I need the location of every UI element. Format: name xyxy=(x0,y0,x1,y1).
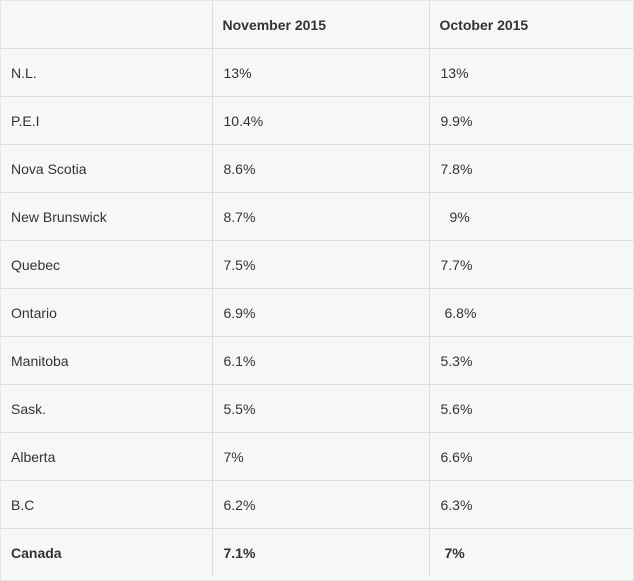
region-cell: Quebec xyxy=(1,240,213,289)
table-row: Sask. 5.5% 5.6% xyxy=(1,384,634,433)
region-cell: N.L. xyxy=(1,48,213,97)
october-value-cell: 6.6% xyxy=(429,432,634,481)
region-cell: Ontario xyxy=(1,288,213,337)
region-cell: B.C xyxy=(1,480,213,529)
october-value-cell: 6.3% xyxy=(429,480,634,529)
header-october-2015: October 2015 xyxy=(429,1,634,49)
table-row: New Brunswick 8.7% 9% xyxy=(1,192,634,241)
october-value-cell: 7.8% xyxy=(429,144,634,193)
november-value-cell: 6.2% xyxy=(212,480,430,529)
total-row: Canada 7.1% 7% xyxy=(1,528,634,576)
region-cell: P.E.I xyxy=(1,96,213,145)
region-cell: New Brunswick xyxy=(1,192,213,241)
header-november-2015: November 2015 xyxy=(212,1,430,49)
table-row: Nova Scotia 8.6% 7.8% xyxy=(1,144,634,193)
october-value-cell: 5.3% xyxy=(429,336,634,385)
table-row: Ontario 6.9% 6.8% xyxy=(1,288,634,337)
table-row: N.L. 13% 13% xyxy=(1,48,634,97)
table-row: P.E.I 10.4% 9.9% xyxy=(1,96,634,145)
table-row: B.C 6.2% 6.3% xyxy=(1,480,634,529)
november-value-cell: 10.4% xyxy=(212,96,430,145)
november-value-cell: 6.9% xyxy=(212,288,430,337)
total-october-value-cell: 7% xyxy=(444,544,465,561)
region-cell: Sask. xyxy=(1,384,213,433)
total-region-cell: Canada xyxy=(1,528,213,576)
region-cell: Alberta xyxy=(1,432,213,481)
november-value-cell: 7.5% xyxy=(212,240,430,289)
table-row: Manitoba 6.1% 5.3% xyxy=(1,336,634,385)
october-value-cell: 5.6% xyxy=(429,384,634,433)
november-value-cell: 6.1% xyxy=(212,336,430,385)
region-cell: Manitoba xyxy=(1,336,213,385)
header-region xyxy=(1,1,213,49)
total-november-value-cell: 7.1% xyxy=(212,528,430,576)
october-value-cell: 6.8% xyxy=(429,288,634,337)
october-value-cell: 9% xyxy=(429,192,634,241)
region-cell: Nova Scotia xyxy=(1,144,213,193)
october-value-cell: 7.7% xyxy=(429,240,634,289)
table-row: Quebec 7.5% 7.7% xyxy=(1,240,634,289)
november-value-cell: 5.5% xyxy=(212,384,430,433)
header-row: November 2015 October 2015 xyxy=(1,1,634,49)
november-value-cell: 7% xyxy=(212,432,430,481)
november-value-cell: 8.7% xyxy=(212,192,430,241)
november-value-cell: 13% xyxy=(212,48,430,97)
november-value-cell: 8.6% xyxy=(212,144,430,193)
october-value-cell: 9.9% xyxy=(429,96,634,145)
table-row: Alberta 7% 6.6% xyxy=(1,432,634,481)
october-value-cell: 13% xyxy=(429,48,634,97)
